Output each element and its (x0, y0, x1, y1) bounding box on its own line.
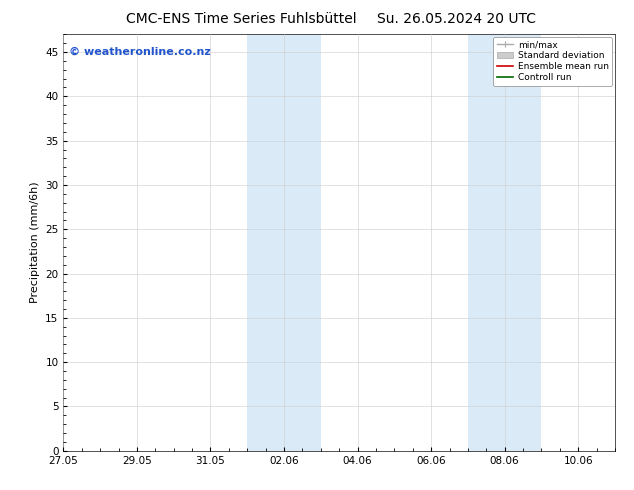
Y-axis label: Precipitation (mm/6h): Precipitation (mm/6h) (30, 182, 40, 303)
Text: Su. 26.05.2024 20 UTC: Su. 26.05.2024 20 UTC (377, 12, 536, 26)
Text: CMC-ENS Time Series Fuhlsbüttel: CMC-ENS Time Series Fuhlsbüttel (126, 12, 356, 26)
Bar (468, 34, 541, 451)
Bar (247, 34, 321, 451)
Text: © weatheronline.co.nz: © weatheronline.co.nz (69, 47, 210, 57)
Legend: min/max, Standard deviation, Ensemble mean run, Controll run: min/max, Standard deviation, Ensemble me… (493, 37, 612, 86)
